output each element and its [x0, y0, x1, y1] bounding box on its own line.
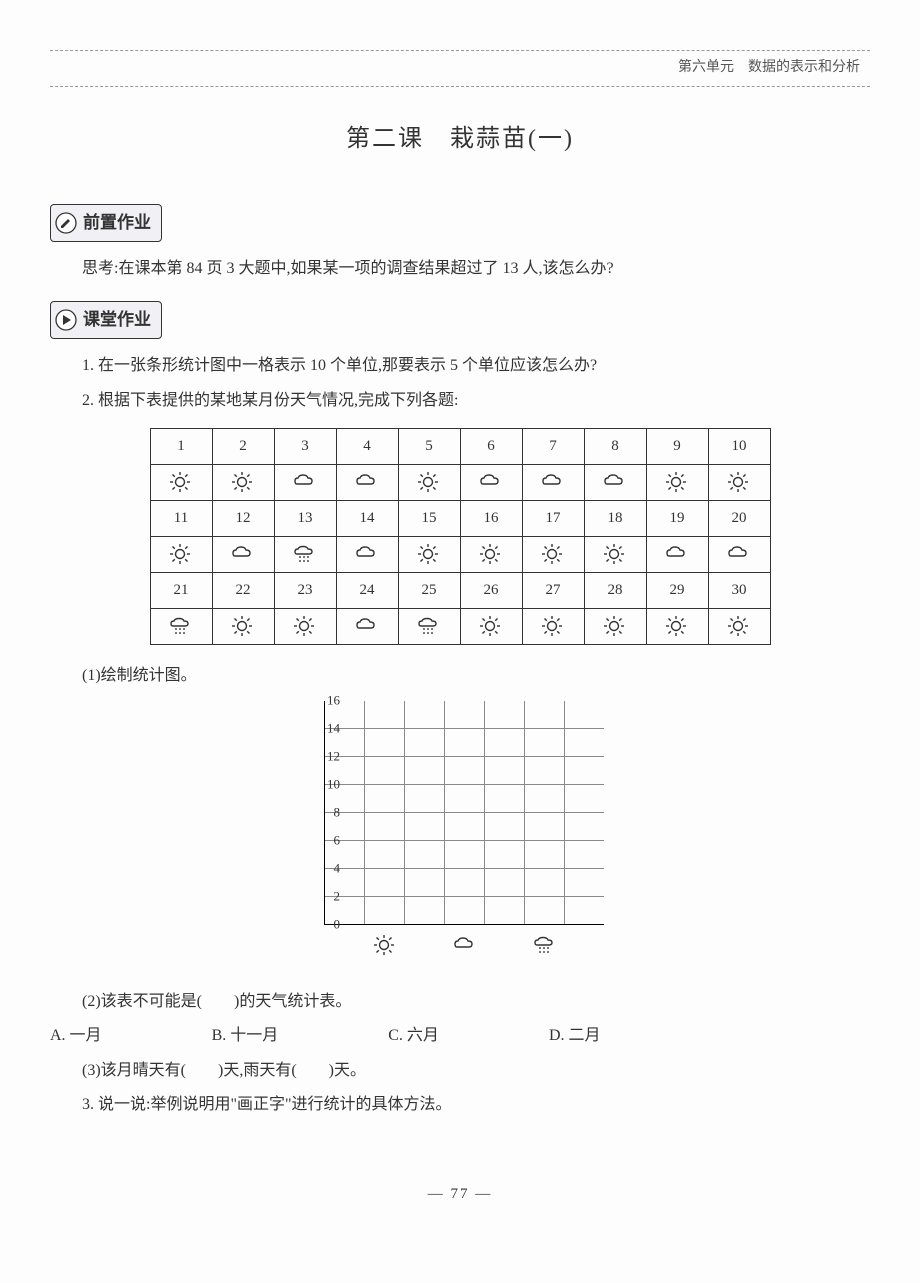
day-cell: 3 — [274, 428, 336, 464]
day-cell: 28 — [584, 572, 646, 608]
sun-icon — [708, 608, 770, 644]
sun-icon — [522, 608, 584, 644]
sun-icon — [460, 608, 522, 644]
cloud-icon — [336, 464, 398, 500]
sun-icon — [708, 464, 770, 500]
y-tick-label: 4 — [310, 857, 340, 882]
y-tick-label: 10 — [310, 773, 340, 798]
day-cell: 26 — [460, 572, 522, 608]
day-cell: 6 — [460, 428, 522, 464]
y-tick-label: 14 — [310, 717, 340, 742]
lesson-title: 第二课 栽蒜苗(一) — [50, 117, 870, 163]
sun-icon — [150, 536, 212, 572]
day-cell: 7 — [522, 428, 584, 464]
question-2-sub1: (1)绘制统计图。 — [50, 661, 870, 691]
day-cell: 30 — [708, 572, 770, 608]
section-class-homework: 课堂作业 — [50, 301, 162, 339]
sun-icon — [212, 464, 274, 500]
day-cell: 13 — [274, 500, 336, 536]
cloud-icon — [336, 536, 398, 572]
sun-icon — [398, 464, 460, 500]
page-number: — 77 — — [50, 1180, 870, 1209]
sun-icon — [212, 608, 274, 644]
sun-icon — [274, 608, 336, 644]
day-cell: 18 — [584, 500, 646, 536]
unit-header: 第六单元 数据的表示和分析 — [50, 50, 870, 87]
day-cell: 15 — [398, 500, 460, 536]
cloud-icon — [584, 464, 646, 500]
rain-icon — [398, 608, 460, 644]
day-cell: 10 — [708, 428, 770, 464]
day-cell: 5 — [398, 428, 460, 464]
cloud-icon — [460, 464, 522, 500]
question-2-sub3: (3)该月晴天有( )天,雨天有( )天。 — [50, 1056, 870, 1086]
question-1: 1. 在一张条形统计图中一格表示 10 个单位,那要表示 5 个单位应该怎么办? — [50, 351, 870, 381]
day-cell: 14 — [336, 500, 398, 536]
blank-bar-chart: 1614121086420 — [290, 701, 630, 972]
y-tick-label: 0 — [310, 913, 340, 938]
day-cell: 29 — [646, 572, 708, 608]
day-cell: 4 — [336, 428, 398, 464]
play-icon — [55, 309, 77, 331]
rain-icon — [274, 536, 336, 572]
day-cell: 8 — [584, 428, 646, 464]
day-cell: 16 — [460, 500, 522, 536]
day-cell: 21 — [150, 572, 212, 608]
question-2-sub2: (2)该表不可能是( )的天气统计表。 — [50, 987, 870, 1017]
sun-icon — [646, 608, 708, 644]
day-cell: 11 — [150, 500, 212, 536]
sun-icon — [372, 933, 402, 972]
sun-icon — [398, 536, 460, 572]
cloud-icon — [452, 933, 482, 972]
cloud-icon — [336, 608, 398, 644]
option-a: A. 一月 — [50, 1021, 102, 1051]
day-cell: 27 — [522, 572, 584, 608]
cloud-icon — [522, 464, 584, 500]
day-cell: 22 — [212, 572, 274, 608]
weather-table: 1234567891011121314151617181920212223242… — [150, 428, 771, 645]
option-c: C. 六月 — [388, 1021, 439, 1051]
section-pre-label: 前置作业 — [83, 207, 151, 239]
chart-x-axis-icons — [304, 933, 630, 972]
day-cell: 9 — [646, 428, 708, 464]
question-2-options: A. 一月 B. 十一月 C. 六月 D. 二月 — [50, 1021, 870, 1051]
day-cell: 24 — [336, 572, 398, 608]
sun-icon — [522, 536, 584, 572]
day-cell: 23 — [274, 572, 336, 608]
sun-icon — [150, 464, 212, 500]
option-d: D. 二月 — [549, 1021, 601, 1051]
day-cell: 17 — [522, 500, 584, 536]
section-pre-homework: 前置作业 — [50, 204, 162, 242]
sun-icon — [646, 464, 708, 500]
cloud-icon — [212, 536, 274, 572]
pre-question: 思考:在课本第 84 页 3 大题中,如果某一项的调查结果超过了 13 人,该怎… — [50, 254, 870, 284]
day-cell: 20 — [708, 500, 770, 536]
y-tick-label: 2 — [310, 885, 340, 910]
option-b: B. 十一月 — [212, 1021, 279, 1051]
rain-icon — [532, 933, 562, 972]
y-tick-label: 6 — [310, 829, 340, 854]
sun-icon — [584, 608, 646, 644]
cloud-icon — [708, 536, 770, 572]
y-tick-label: 16 — [310, 689, 340, 714]
sun-icon — [460, 536, 522, 572]
y-tick-label: 8 — [310, 801, 340, 826]
question-3: 3. 说一说:举例说明用"画正字"进行统计的具体方法。 — [50, 1090, 870, 1120]
rain-icon — [150, 608, 212, 644]
cloud-icon — [274, 464, 336, 500]
cloud-icon — [646, 536, 708, 572]
question-2-intro: 2. 根据下表提供的某地某月份天气情况,完成下列各题: — [50, 386, 870, 416]
section-class-label: 课堂作业 — [83, 304, 151, 336]
day-cell: 1 — [150, 428, 212, 464]
day-cell: 2 — [212, 428, 274, 464]
day-cell: 19 — [646, 500, 708, 536]
chart-grid — [324, 701, 604, 925]
sun-icon — [584, 536, 646, 572]
pencil-icon — [55, 212, 77, 234]
y-tick-label: 12 — [310, 745, 340, 770]
day-cell: 12 — [212, 500, 274, 536]
unit-label: 第六单元 数据的表示和分析 — [678, 60, 860, 75]
day-cell: 25 — [398, 572, 460, 608]
